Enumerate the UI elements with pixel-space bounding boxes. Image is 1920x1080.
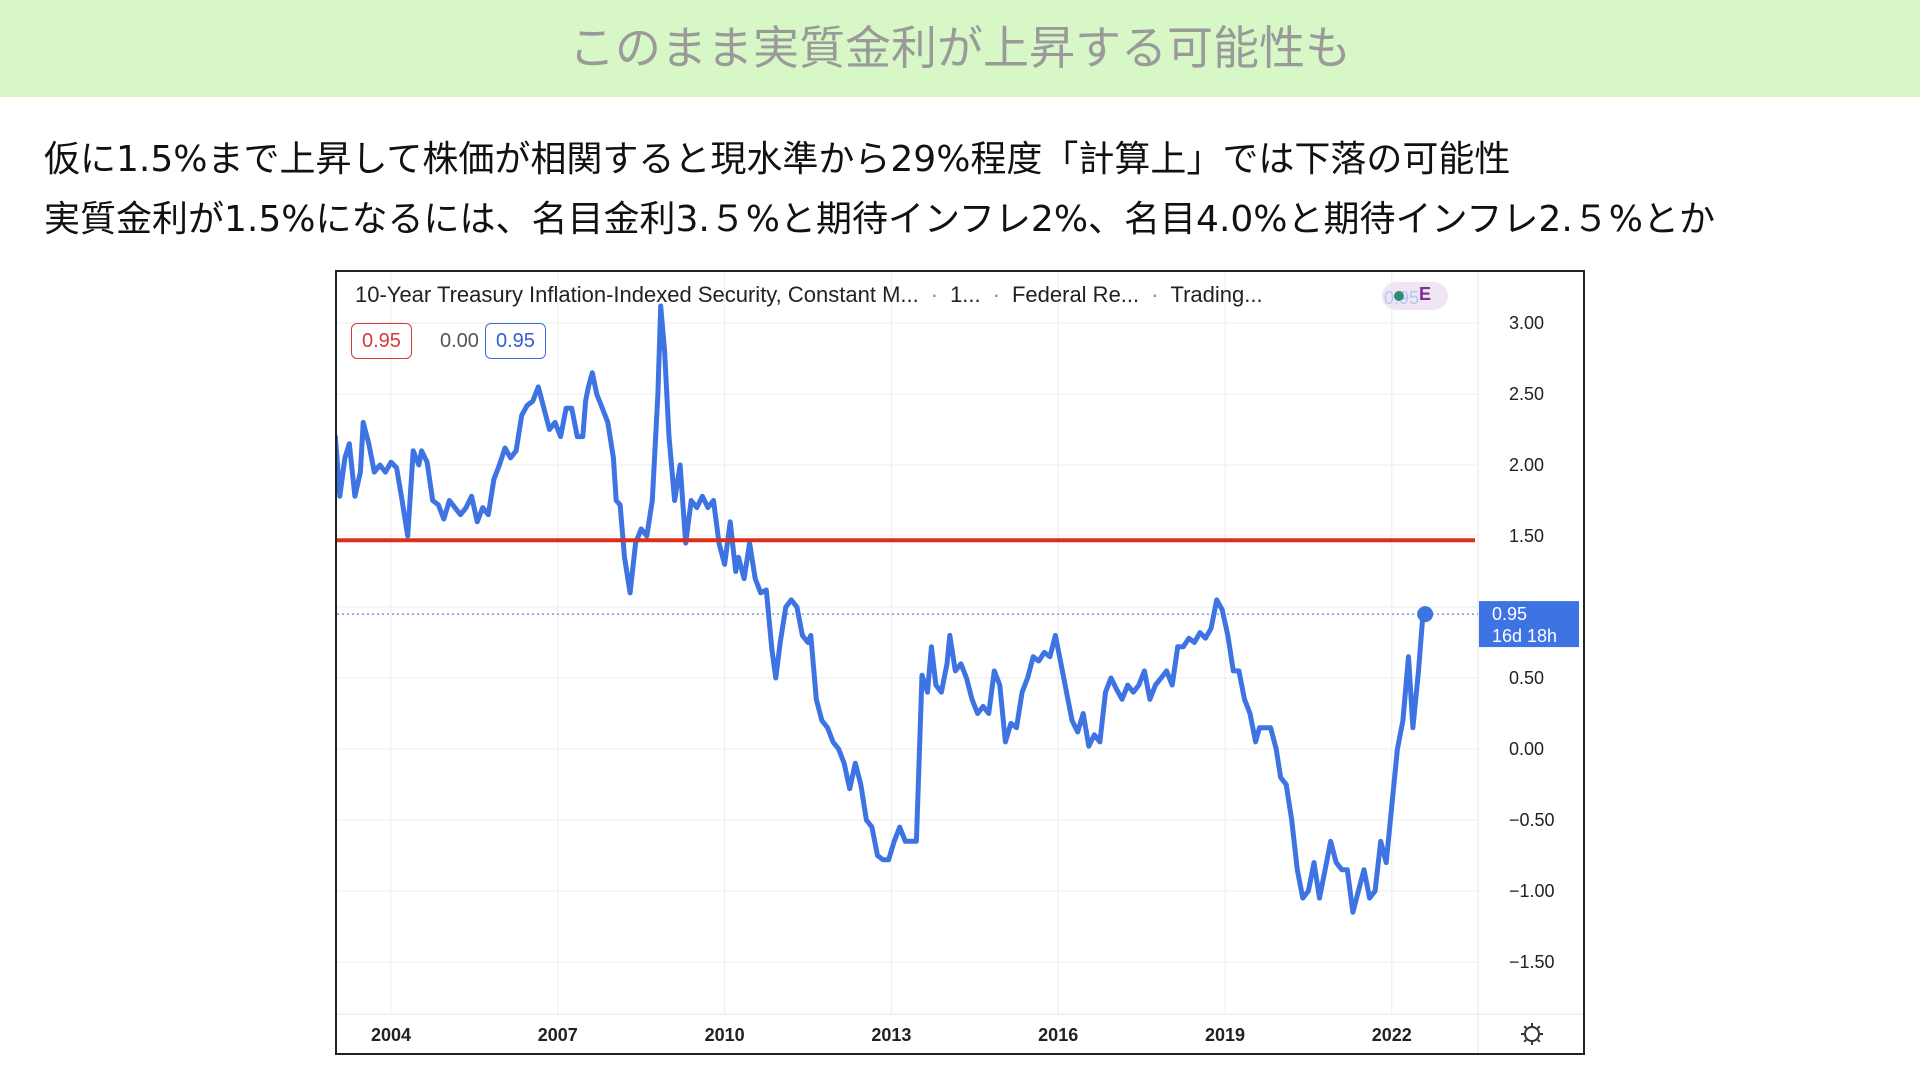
last-point-marker (1417, 606, 1434, 623)
eye-label: E (1419, 284, 1432, 304)
x-tick-label: 2007 (538, 1025, 578, 1045)
y-tick-label: 3.00 (1509, 313, 1544, 333)
y-tick-label: 0.00 (1509, 739, 1544, 759)
y-tick-label: 0.50 (1509, 668, 1544, 688)
exchange-label[interactable]: Trading... (1170, 282, 1263, 307)
chart-canvas[interactable]: 3.503.002.502.001.500.500.00−0.50−1.00−1… (337, 272, 1583, 1053)
y-tick-label: −1.50 (1509, 952, 1555, 972)
series-title[interactable]: 10-Year Treasury Inflation-Indexed Secur… (355, 282, 919, 307)
dot-icon (1394, 291, 1404, 301)
x-tick-label: 2004 (371, 1025, 411, 1045)
y-tick-label: 1.50 (1509, 526, 1544, 546)
caption-line-2: 実質金利が1.5%になるには、名目金利3.５%と期待インフレ2%、名目4.0%と… (44, 199, 1715, 240)
gear-icon[interactable] (1521, 1023, 1543, 1045)
series-line (337, 303, 1428, 915)
x-tick-label: 2013 (871, 1025, 911, 1045)
title-band (0, 0, 1920, 97)
header-separator: · (930, 282, 939, 307)
market-status-badge[interactable]: 0.95 E (1382, 282, 1448, 310)
interval-label[interactable]: 1... (950, 282, 981, 307)
legend-value-blue[interactable]: 0.95 (485, 323, 546, 359)
y-tick-label: 2.00 (1509, 455, 1544, 475)
legend-value-red[interactable]: 0.95 (351, 323, 412, 359)
slide-title: このまま実質金利が上昇する可能性も (569, 21, 1351, 75)
chart-header[interactable]: 10-Year Treasury Inflation-Indexed Secur… (355, 282, 1263, 308)
price-tag-countdown: 16d 18h (1492, 626, 1557, 646)
y-tick-label: 2.50 (1509, 384, 1544, 404)
header-separator: · (992, 282, 1000, 307)
x-tick-label: 2022 (1372, 1025, 1412, 1045)
caption-line-1: 仮に1.5%まで上昇して株価が相関すると現水準から29%程度「計算上」では下落の… (44, 139, 1511, 180)
y-tick-label: −0.50 (1509, 810, 1555, 830)
header-separator: · (1151, 282, 1159, 307)
x-tick-label: 2010 (705, 1025, 745, 1045)
price-tag-value: 0.95 (1492, 604, 1527, 624)
x-tick-label: 2016 (1038, 1025, 1078, 1045)
y-tick-label: −1.00 (1509, 881, 1555, 901)
source-label[interactable]: Federal Re... (1011, 282, 1140, 307)
legend-value-change: 0.00 (440, 330, 479, 352)
chart-panel[interactable]: 3.503.002.502.001.500.500.00−0.50−1.00−1… (335, 270, 1585, 1055)
price-tag (1479, 601, 1579, 648)
x-tick-label: 2019 (1205, 1025, 1245, 1045)
